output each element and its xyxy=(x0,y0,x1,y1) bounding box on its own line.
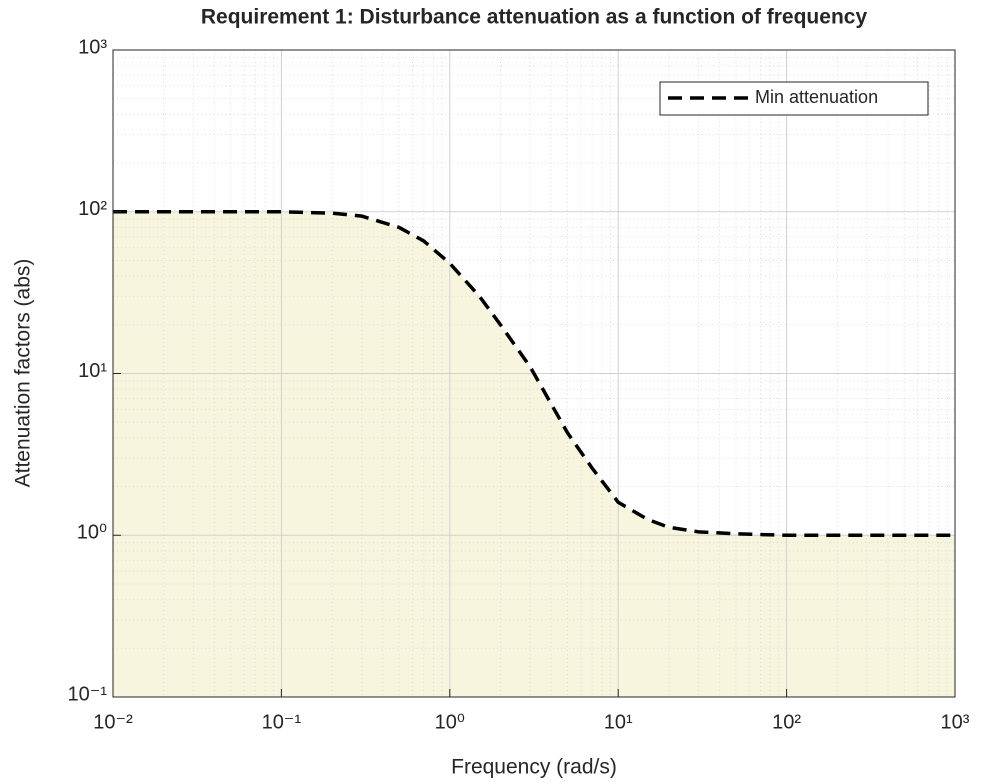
shaded-region xyxy=(113,211,955,697)
line-layer xyxy=(113,210,955,537)
x-axis-label: Frequency (rad/s) xyxy=(451,756,617,779)
x-tick-label: 10⁻¹ xyxy=(262,711,302,733)
y-tick-label: 10⁰ xyxy=(77,522,107,544)
plot-border xyxy=(112,49,956,698)
y-tick-label: 10¹ xyxy=(78,360,107,382)
x-tick-label: 10⁻² xyxy=(93,711,133,733)
y-axis-label: Attenuation factors (abs) xyxy=(12,259,35,488)
x-tick-label: 10² xyxy=(772,711,801,733)
y-tick-label: 10² xyxy=(78,198,107,220)
x-tick-label: 10⁰ xyxy=(435,711,465,733)
y-tick-label: 10³ xyxy=(78,36,107,58)
grid-layer xyxy=(112,49,956,698)
line xyxy=(113,210,955,537)
fill-layer xyxy=(113,211,955,697)
y-tick-label: 10⁻¹ xyxy=(68,683,108,705)
legend-box xyxy=(659,81,929,116)
x-tick-label: 10¹ xyxy=(604,711,633,733)
legend-label: Min attenuation xyxy=(755,87,878,107)
axes-layer: 10⁻² 10⁻¹ 10⁰ 10¹ 10² 10³ 10⁻¹ 10⁰ 10¹ 10² 10³ Min … xyxy=(68,36,970,733)
chart-title: Requirement 1: Disturbance attenuation a… xyxy=(201,6,868,29)
x-tick-label: 10³ xyxy=(941,711,970,733)
